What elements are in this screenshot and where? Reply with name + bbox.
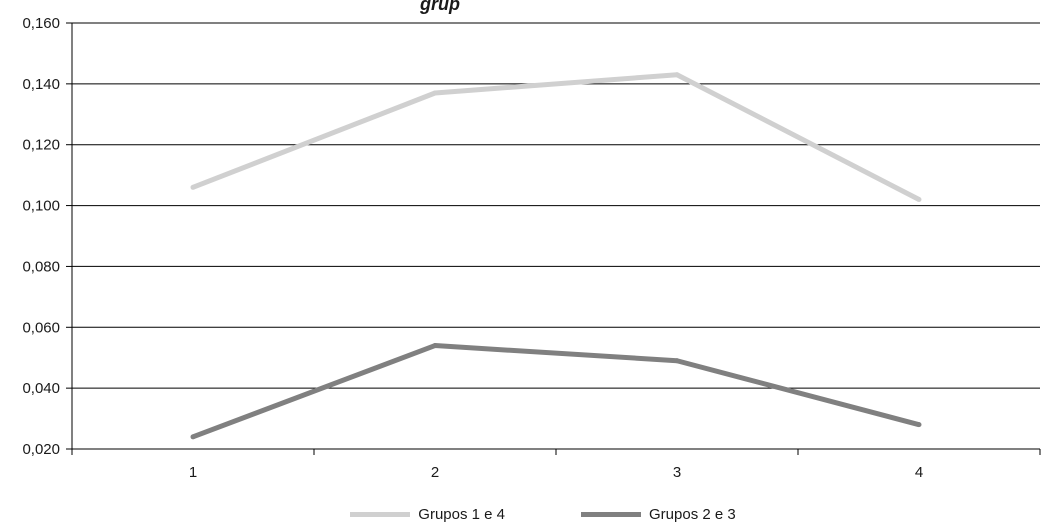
chart-title-fragment: grup <box>419 0 460 14</box>
legend-label-series-2: Grupos 2 e 3 <box>649 506 736 523</box>
legend-item-series-2: Grupos 2 e 3 <box>581 506 736 523</box>
data-point <box>675 72 680 77</box>
data-point <box>917 197 922 202</box>
x-tick-label: 4 <box>915 464 923 481</box>
legend-swatch-series-1 <box>350 512 410 517</box>
y-tick-label: 0,120 <box>22 137 60 154</box>
legend-label-series-1: Grupos 1 e 4 <box>418 506 505 523</box>
x-tick-label: 1 <box>189 464 197 481</box>
y-tick-label: 0,160 <box>22 15 60 32</box>
x-tick-label: 2 <box>431 464 439 481</box>
data-point <box>191 434 196 439</box>
line-chart: 0,020 0,040 0,060 0,080 0,100 0,120 0,140 0,160… <box>0 0 1046 500</box>
y-tick-label: 0,040 <box>22 380 60 397</box>
axes <box>72 23 1040 449</box>
data-point <box>191 185 196 190</box>
y-tick-label: 0,100 <box>22 198 60 215</box>
data-point <box>433 343 438 348</box>
data-point <box>675 358 680 363</box>
series-line-2 <box>193 346 919 437</box>
series <box>191 72 922 439</box>
legend-swatch-series-2 <box>581 512 641 517</box>
data-point <box>917 422 922 427</box>
x-tick-labels: 1 2 3 4 <box>72 449 1040 481</box>
x-tick-label: 3 <box>673 464 681 481</box>
y-tick-label: 0,080 <box>22 258 60 275</box>
legend: Grupos 1 e 4 Grupos 2 e 3 <box>0 502 1046 526</box>
legend-item-series-1: Grupos 1 e 4 <box>350 506 505 523</box>
series-line-1 <box>193 75 919 200</box>
y-tick-label: 0,140 <box>22 76 60 93</box>
data-point <box>433 90 438 95</box>
grid <box>66 23 1040 449</box>
y-tick-labels: 0,020 0,040 0,060 0,080 0,100 0,120 0,140 0,160 <box>22 15 60 458</box>
y-tick-label: 0,060 <box>22 319 60 336</box>
y-tick-label: 0,020 <box>22 441 60 458</box>
